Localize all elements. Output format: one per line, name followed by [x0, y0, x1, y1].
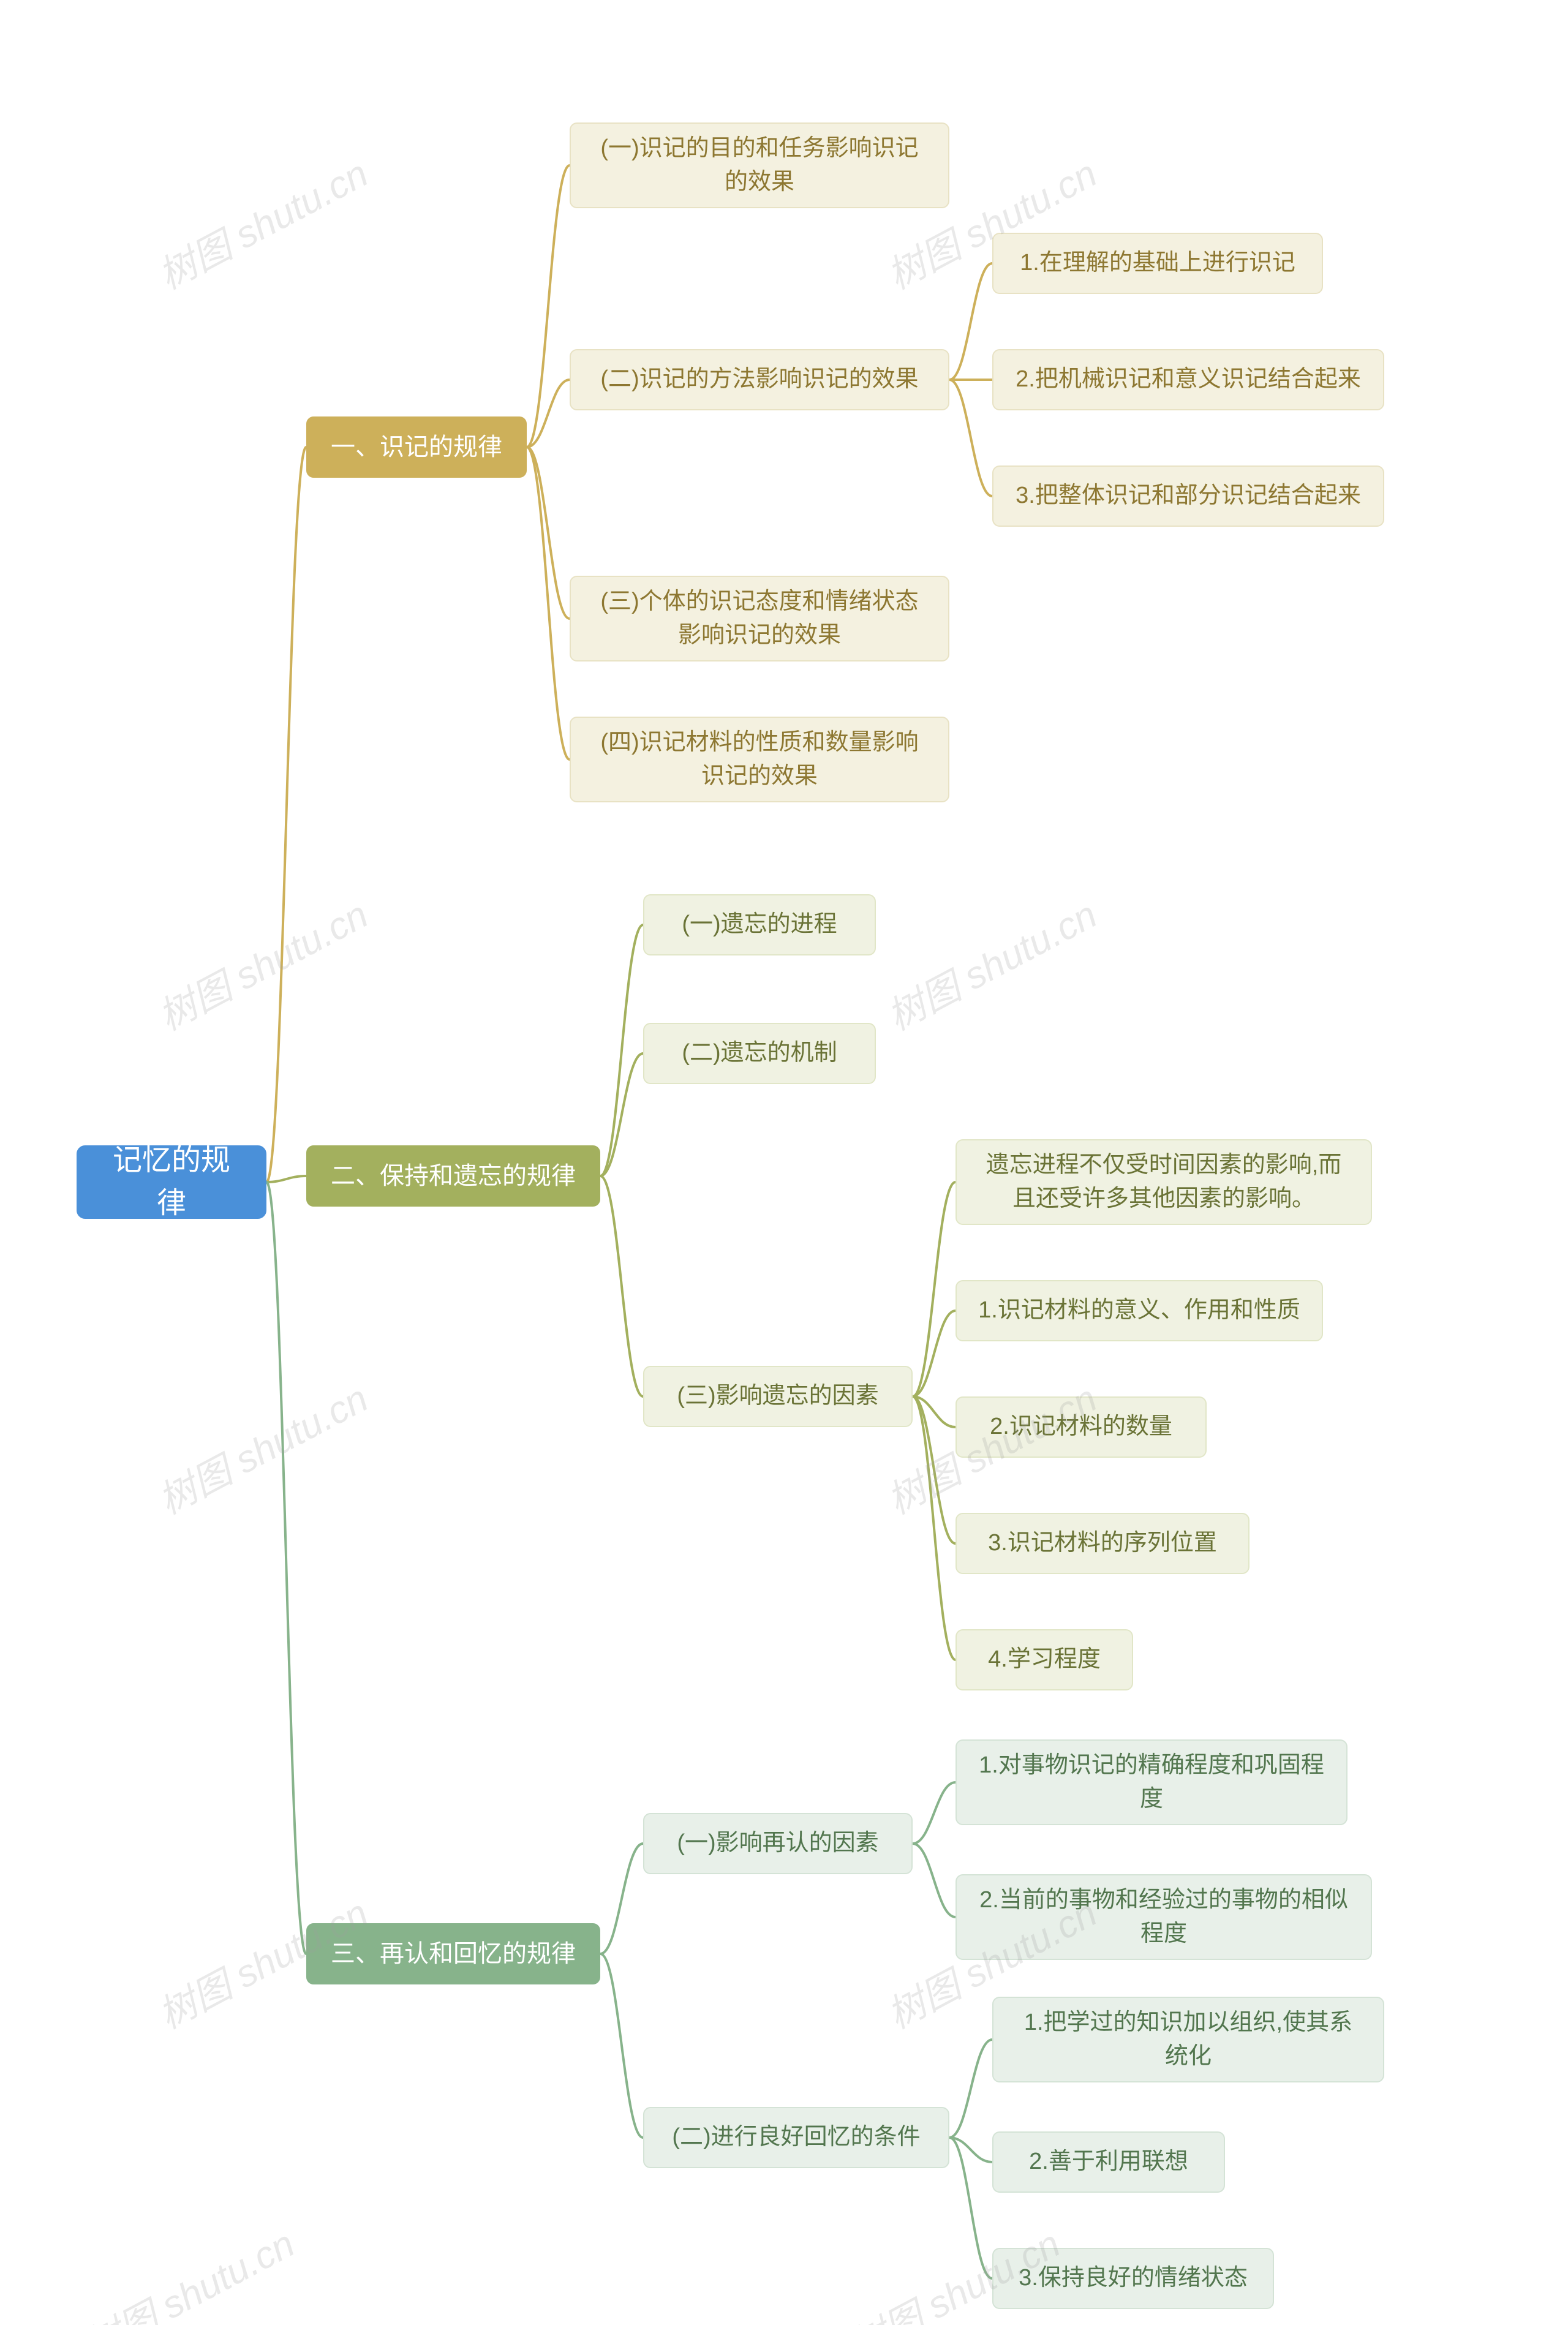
node-label: (三)影响遗忘的因素	[677, 1379, 878, 1413]
edge	[527, 165, 570, 447]
node-label: 2.识记材料的数量	[990, 1410, 1172, 1444]
edge	[949, 380, 992, 496]
node-n1b1[interactable]: 1.在理解的基础上进行识记	[992, 233, 1323, 294]
edge	[527, 447, 570, 619]
node-label: (四)识记材料的性质和数量影响识记的效果	[592, 726, 927, 793]
node-n2b[interactable]: (二)遗忘的机制	[643, 1023, 876, 1084]
node-n3b3[interactable]: 3.保持良好的情绪状态	[992, 2248, 1274, 2309]
node-n1b3[interactable]: 3.把整体识记和部分识记结合起来	[992, 465, 1384, 527]
node-n2c2[interactable]: 2.识记材料的数量	[956, 1396, 1207, 1458]
watermark: 树图 shutu.cn	[147, 1368, 376, 1525]
node-n3a1[interactable]: 1.对事物识记的精确程度和巩固程度	[956, 1739, 1348, 1825]
node-n1d[interactable]: (四)识记材料的性质和数量影响识记的效果	[570, 717, 949, 802]
node-label: 三、再认和回忆的规律	[331, 1936, 576, 1972]
node-n3[interactable]: 三、再认和回忆的规律	[306, 1923, 600, 1984]
node-label: 3.保持良好的情绪状态	[1019, 2261, 1248, 2295]
edge	[949, 263, 992, 380]
node-label: 记忆的规律	[99, 1139, 244, 1224]
node-label: (三)个体的识记态度和情绪状态影响识记的效果	[592, 585, 927, 652]
watermark: 树图 shutu.cn	[147, 884, 376, 1041]
node-n3b[interactable]: (二)进行良好回忆的条件	[643, 2107, 949, 2168]
edge	[600, 1954, 643, 2138]
edge	[913, 1311, 956, 1396]
node-label: 2.当前的事物和经验过的事物的相似程度	[978, 1883, 1350, 1951]
node-n3b2[interactable]: 2.善于利用联想	[992, 2131, 1225, 2193]
edge	[949, 2138, 992, 2162]
node-label: 遗忘进程不仅受时间因素的影响,而且还受许多其他因素的影响。	[978, 1148, 1350, 1216]
edge	[913, 1396, 956, 1427]
edge	[266, 1176, 306, 1182]
node-label: (二)识记的方法影响识记的效果	[600, 363, 918, 396]
edge	[913, 1782, 956, 1844]
node-n3a[interactable]: (一)影响再认的因素	[643, 1813, 913, 1874]
edge	[600, 1053, 643, 1176]
node-n3a2[interactable]: 2.当前的事物和经验过的事物的相似程度	[956, 1874, 1372, 1960]
node-label: 一、识记的规律	[331, 429, 502, 465]
watermark: 树图 shutu.cn	[876, 884, 1105, 1041]
edge	[527, 447, 570, 759]
node-label: 3.把整体识记和部分识记结合起来	[1016, 479, 1361, 513]
node-label: 1.对事物识记的精确程度和巩固程度	[978, 1749, 1325, 1816]
node-n2c0[interactable]: 遗忘进程不仅受时间因素的影响,而且还受许多其他因素的影响。	[956, 1139, 1372, 1225]
edge	[913, 1844, 956, 1917]
edge	[266, 447, 306, 1182]
watermark: 树图 shutu.cn	[147, 143, 376, 300]
edge	[913, 1396, 956, 1660]
edge	[913, 1396, 956, 1543]
node-label: 二、保持和遗忘的规律	[331, 1158, 576, 1194]
node-n2c1[interactable]: 1.识记材料的意义、作用和性质	[956, 1280, 1323, 1341]
node-n2[interactable]: 二、保持和遗忘的规律	[306, 1145, 600, 1207]
node-label: (一)识记的目的和任务影响识记的效果	[592, 132, 927, 199]
edge	[527, 380, 570, 447]
node-label: 2.把机械识记和意义识记结合起来	[1016, 363, 1361, 396]
node-label: (一)影响再认的因素	[677, 1826, 878, 1860]
node-label: 3.识记材料的序列位置	[988, 1526, 1217, 1560]
mindmap-canvas: 记忆的规律 一、识记的规律 (一)识记的目的和任务影响识记的效果 (二)识记的方法影响…	[0, 0, 1568, 2325]
node-label: 4.学习程度	[988, 1643, 1101, 1676]
node-label: 1.把学过的知识加以组织,使其系统化	[1014, 2006, 1362, 2073]
node-label: (二)进行良好回忆的条件	[672, 2120, 920, 2154]
edge	[600, 925, 643, 1176]
node-root[interactable]: 记忆的规律	[77, 1145, 266, 1219]
node-n1[interactable]: 一、识记的规律	[306, 416, 527, 478]
node-n2a[interactable]: (一)遗忘的进程	[643, 894, 876, 955]
node-label: (二)遗忘的机制	[682, 1036, 837, 1070]
node-n1a[interactable]: (一)识记的目的和任务影响识记的效果	[570, 122, 949, 208]
node-n3b1[interactable]: 1.把学过的知识加以组织,使其系统化	[992, 1997, 1384, 2082]
edge	[600, 1176, 643, 1396]
edge	[949, 2040, 992, 2138]
node-n1b2[interactable]: 2.把机械识记和意义识记结合起来	[992, 349, 1384, 410]
watermark: 树图 shutu.cn	[74, 2214, 303, 2325]
edge	[266, 1182, 306, 1954]
edge	[913, 1182, 956, 1396]
node-n1b[interactable]: (二)识记的方法影响识记的效果	[570, 349, 949, 410]
node-n2c3[interactable]: 3.识记材料的序列位置	[956, 1513, 1250, 1574]
node-label: 2.善于利用联想	[1029, 2145, 1188, 2179]
edge	[949, 2138, 992, 2278]
node-n1c[interactable]: (三)个体的识记态度和情绪状态影响识记的效果	[570, 576, 949, 661]
node-n2c4[interactable]: 4.学习程度	[956, 1629, 1133, 1690]
node-label: 1.在理解的基础上进行识记	[1020, 246, 1295, 280]
node-label: (一)遗忘的进程	[682, 908, 837, 941]
node-label: 1.识记材料的意义、作用和性质	[978, 1294, 1300, 1327]
node-n2c[interactable]: (三)影响遗忘的因素	[643, 1366, 913, 1427]
edge	[600, 1844, 643, 1954]
